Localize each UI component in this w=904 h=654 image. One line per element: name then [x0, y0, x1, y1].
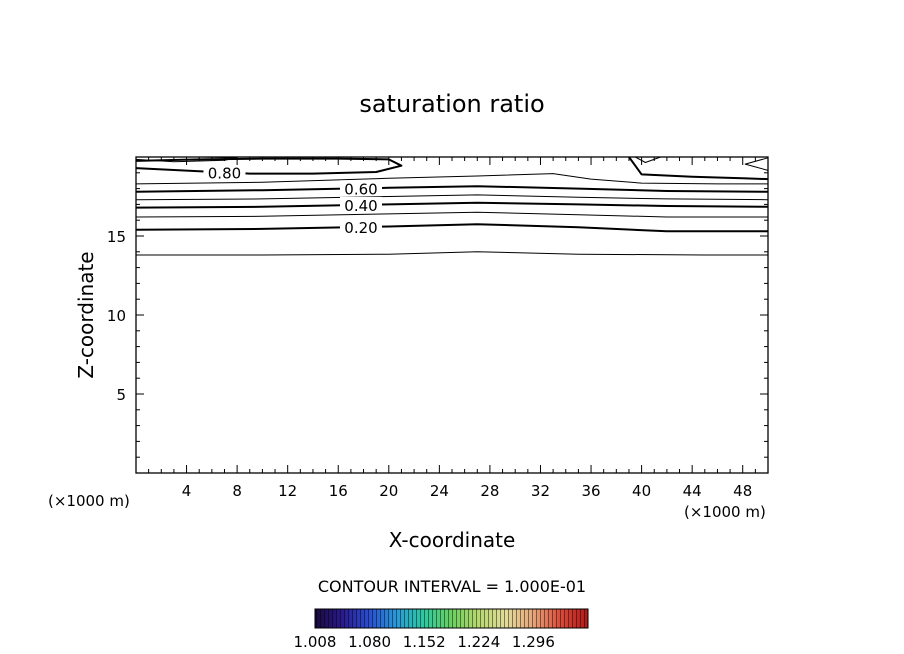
x-unit-left: (×1000 m)	[48, 492, 130, 510]
x-axis-label: X-coordinate	[389, 528, 516, 552]
colorbar-labels: 1.008 1.080 1.152 1.224 1.296	[294, 633, 555, 651]
colorbar-frame	[314, 608, 589, 629]
x-tick-label: 44	[683, 482, 702, 500]
colorbar-label: 1.152	[403, 633, 446, 651]
colorbar-label: 1.296	[512, 633, 555, 651]
plot-area: 0.20 0.400.60 0.80	[135, 156, 769, 474]
contour-labels: 0.20 0.400.60 0.80	[203, 164, 382, 237]
colorbar-label: 1.080	[348, 633, 391, 651]
contour-line	[135, 185, 769, 193]
contour-line	[136, 251, 768, 256]
y-tick-label: 5	[116, 386, 126, 404]
x-tick-label: 16	[329, 482, 348, 500]
contour-line	[135, 194, 769, 201]
contour-line	[135, 223, 768, 233]
x-tick-label: 28	[480, 482, 499, 500]
axis-ticks	[136, 157, 768, 473]
x-tick-labels: 4 8 12 16 20 24 28 32 36 40 44 48	[182, 482, 752, 500]
contour-label-bg	[339, 196, 382, 212]
y-axis-label: Z-coordinate	[74, 251, 98, 378]
x-tick-label: 4	[182, 482, 192, 500]
colorbar-label: 1.008	[294, 633, 337, 651]
contour-line	[135, 201, 769, 209]
x-tick-label: 48	[733, 482, 752, 500]
contour-lines	[135, 156, 769, 256]
contour-label: 0.60	[344, 180, 377, 198]
contour-line	[135, 211, 768, 218]
x-tick-label: 32	[531, 482, 550, 500]
contour-interval-text: CONTOUR INTERVAL = 1.000E-01	[318, 577, 586, 596]
contour-label-bg	[339, 219, 382, 235]
contour-label: 0.80	[208, 164, 241, 182]
contour-line	[635, 156, 661, 163]
y-tick-label: 10	[107, 307, 126, 325]
contour-line	[135, 157, 403, 175]
colorbar	[314, 608, 589, 629]
x-tick-label: 36	[581, 482, 600, 500]
contour-line	[135, 156, 238, 163]
x-tick-label: 12	[278, 482, 297, 500]
chart-title: saturation ratio	[359, 90, 544, 118]
x-unit-right: (×1000 m)	[684, 503, 766, 521]
contour-label: 0.20	[344, 219, 377, 237]
plot-frame	[135, 156, 769, 474]
contour-line	[744, 157, 769, 171]
y-tick-labels: 5 10 15	[107, 228, 126, 404]
x-tick-label: 20	[379, 482, 398, 500]
x-tick-label: 8	[232, 482, 242, 500]
y-tick-label: 15	[107, 228, 126, 246]
colorbar-label: 1.224	[457, 633, 500, 651]
contour-label-bg	[203, 164, 246, 180]
colorbar-stripes	[315, 609, 588, 628]
contour-line	[135, 173, 768, 185]
contour-label-bg	[339, 180, 382, 196]
contour-label: 0.40	[344, 197, 377, 215]
contour-line	[628, 156, 769, 181]
x-tick-label: 24	[430, 482, 449, 500]
x-tick-label: 40	[632, 482, 651, 500]
